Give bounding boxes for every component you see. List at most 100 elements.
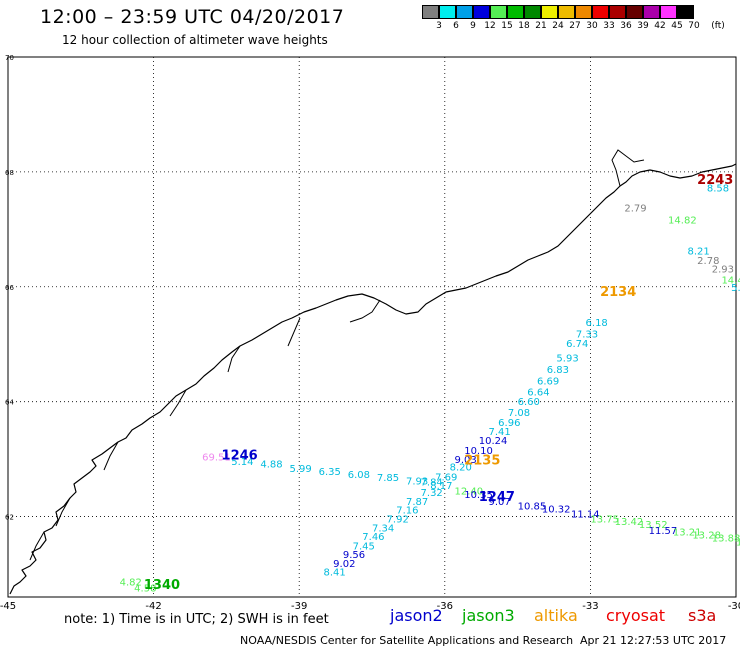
- swh-value: 6.60: [518, 397, 540, 408]
- pass-time-label: 1246: [222, 449, 258, 464]
- swh-value: 5.99: [289, 464, 311, 475]
- swh-value: 4.88: [260, 460, 282, 471]
- colorbar-swatch: [507, 5, 524, 19]
- map-subtitle: 12 hour collection of altimeter wave hei…: [62, 33, 328, 47]
- swh-value: 7.45: [353, 541, 375, 552]
- colorbar-label: 39: [637, 21, 649, 31]
- colorbar-label: 12: [484, 21, 496, 31]
- latitude-label: 64: [5, 399, 14, 407]
- swh-value: 14.70: [736, 537, 740, 548]
- colorbar-swatch: [490, 5, 507, 19]
- pass-time-labels: 1246 1247 2135 2134 2243 1340: [144, 173, 733, 593]
- swh-value: 8.21: [687, 247, 709, 258]
- colorbar-swatch: [626, 5, 643, 19]
- swh-value: 12.40: [455, 487, 484, 498]
- colorbar-swatch: [524, 5, 541, 19]
- colorbar-swatch: [609, 5, 626, 19]
- legend-cryosat: cryosat: [606, 606, 666, 625]
- swh-value: 10.35: [464, 490, 493, 501]
- swh-value: 2.93: [712, 264, 734, 275]
- swh-value: 6.18: [586, 318, 608, 329]
- legend-altika: altika: [534, 606, 578, 625]
- swh-value: 2.79: [624, 204, 646, 215]
- latitude-label: 66: [5, 284, 14, 292]
- swh-value: 7.69: [435, 472, 457, 483]
- swh-value: 10.10: [464, 446, 493, 457]
- latitude-label: 62: [5, 514, 14, 522]
- swh-value: 7.16: [396, 506, 418, 517]
- swh-value: 10.85: [518, 502, 547, 513]
- colorbar-label: 24: [552, 21, 564, 31]
- colorbar-swatch: [643, 5, 660, 19]
- colorbar-unit: (ft): [711, 21, 725, 31]
- timestamp-text: Apr 21 12:27:53 UTC 2017: [580, 634, 727, 647]
- swh-value: 6.96: [498, 418, 520, 429]
- swh-value: 13.52: [639, 520, 668, 531]
- swh-value: 7.84: [421, 478, 443, 489]
- colorbar-label: 30: [586, 21, 598, 31]
- swh-value: 13.28: [692, 530, 721, 541]
- colorbar-swatch: [439, 5, 456, 19]
- swh-value: 9.07: [488, 497, 510, 508]
- swh-value: 5.93: [556, 353, 578, 364]
- longitude-labels: -45 -42 -39 -36 -33 -30: [0, 601, 740, 612]
- swh-value: 7.85: [377, 473, 399, 484]
- longitude-label: -45: [0, 601, 16, 612]
- legend-s3a: s3a: [688, 606, 717, 625]
- colorbar-label: 6: [453, 21, 459, 31]
- longitude-label: -30: [728, 601, 740, 612]
- swh-value: 14.82: [668, 216, 697, 227]
- swh-value: 7.33: [576, 329, 598, 340]
- swh-value: 5.53: [731, 283, 740, 294]
- swh-value: 4.82: [120, 578, 142, 589]
- swh-value: 6.83: [547, 365, 569, 376]
- colorbar-swatch: [456, 5, 473, 19]
- colorbar-label: 33: [603, 21, 615, 31]
- swh-value: 13.75: [590, 514, 619, 525]
- latitude-label: 68: [5, 169, 14, 177]
- swh-value: 7.32: [421, 488, 443, 499]
- swh-value: 11.57: [649, 526, 678, 537]
- swh-value: 7.93: [406, 476, 428, 487]
- credit-text: NOAA/NESDIS Center for Satellite Applica…: [240, 634, 574, 647]
- graticule: [8, 57, 736, 597]
- swh-value: 7.92: [387, 514, 409, 525]
- pass-time-label: 2135: [464, 453, 500, 468]
- legend-jason3: jason3: [462, 606, 515, 625]
- colorbar-swatch: [541, 5, 558, 19]
- colorbar-label: 9: [470, 21, 476, 31]
- swh-value: 2.78: [697, 256, 719, 267]
- colorbar-label: 18: [518, 21, 530, 31]
- swh-value: 6.08: [348, 470, 370, 481]
- swh-value: 6.74: [566, 339, 588, 350]
- swh-value: 13.42: [615, 517, 644, 528]
- swh-value: 8.17: [430, 481, 452, 492]
- swh-values: 69.51 5.14 4.88 5.99 6.35 6.08 7.85 7.937.848.1…: [120, 183, 740, 594]
- map-frame: [7, 56, 737, 598]
- swh-value: 8.41: [323, 568, 345, 579]
- pass-time-label: 2134: [600, 285, 636, 300]
- colorbar-label: 45: [671, 21, 683, 31]
- colorbar-swatch: [660, 5, 677, 19]
- swh-value: 9.03: [455, 455, 477, 466]
- swh-value: 6.69: [537, 376, 559, 387]
- longitude-label: -36: [437, 601, 453, 612]
- swh-value: 9.02: [333, 559, 355, 570]
- colorbar-label: 70: [688, 21, 700, 31]
- swh-value: 14.46: [721, 275, 740, 286]
- swh-value: 8.20: [450, 463, 472, 474]
- colorbar-label: 21: [535, 21, 547, 31]
- legend-jason2: jason2: [390, 606, 443, 625]
- swh-value: 13.21: [673, 528, 702, 539]
- note-text: note: 1) Time is in UTC; 2) SWH is in fe…: [64, 612, 329, 627]
- swh-value: 5.14: [231, 457, 253, 468]
- swh-value: 9.56: [343, 550, 365, 561]
- swh-value: 7.46: [362, 532, 384, 543]
- swh-value: 69.51: [202, 452, 231, 463]
- greenland-inlets: [29, 149, 645, 561]
- colorbar-swatch: [575, 5, 592, 19]
- swh-value: 6.35: [319, 467, 341, 478]
- colorbar-swatch: [592, 5, 609, 19]
- latitude-labels: 70 68 66 64 62: [5, 54, 14, 522]
